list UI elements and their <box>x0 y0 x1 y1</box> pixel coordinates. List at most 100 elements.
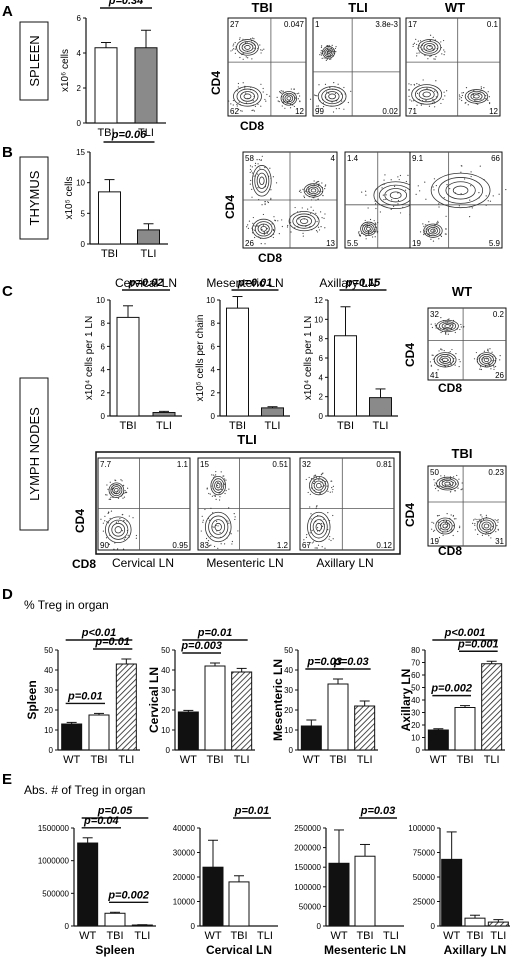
flow-title-tli: TLI <box>348 0 368 15</box>
x-tick-label: TBI <box>90 754 107 766</box>
bar-tli <box>354 705 376 751</box>
y-tick-label: 4 <box>77 49 82 58</box>
bar-wt <box>202 866 224 927</box>
p-value-label: p=0.34 <box>108 0 144 7</box>
ln-label-cervical: Cervical LN <box>112 556 174 570</box>
axis-cd4-ln-tli: CD4 <box>73 509 87 533</box>
y-axis-label: Spleen <box>25 680 39 719</box>
y-tick-label: 8 <box>319 335 324 344</box>
contour <box>438 321 457 331</box>
panel-d-title: % Treg in organ <box>24 598 109 612</box>
bar-tbi <box>464 917 486 927</box>
contour <box>204 511 232 543</box>
contour <box>110 484 123 497</box>
y-tick-label: 10 <box>44 726 53 735</box>
bar-wt <box>441 858 463 927</box>
flow-plot-ln-tbi: 50 0.23 19 31 <box>427 465 507 547</box>
y-tick-label: 30 <box>284 686 293 695</box>
quadrant-value: 58 <box>245 154 254 163</box>
bar-tli <box>231 671 253 751</box>
contour <box>411 84 443 105</box>
contour <box>423 43 436 52</box>
contour <box>315 522 323 532</box>
bar-tbi <box>334 335 357 417</box>
axis-cd4-spleen: CD4 <box>209 71 223 95</box>
quadrant-value: 0.1 <box>487 20 499 29</box>
contour <box>440 521 451 531</box>
y-tick-label: 25000 <box>413 898 436 907</box>
quadrant-value: 5.9 <box>489 239 501 248</box>
contour <box>280 91 298 106</box>
contour <box>108 519 129 540</box>
p-value-label: p=0.01 <box>237 277 273 289</box>
contour <box>292 213 316 229</box>
y-tick-label: 40 <box>411 696 420 705</box>
flow-frame <box>405 17 501 117</box>
contour <box>214 522 222 532</box>
contour <box>308 186 319 195</box>
quadrant-value: 12 <box>489 107 498 116</box>
y-tick-label: 75000 <box>413 849 436 858</box>
p-value-label: p=0.02 <box>128 277 164 289</box>
bar-tbi <box>98 191 121 245</box>
contour <box>313 480 324 491</box>
y-tick-label: 6 <box>211 342 216 351</box>
bar-tbi <box>327 683 349 751</box>
contour <box>284 94 294 103</box>
x-tick-label: WT <box>330 930 347 942</box>
x-axis-label: Mesenteric LN <box>324 943 406 957</box>
contour <box>241 43 254 52</box>
contour <box>439 355 452 364</box>
p-value-label: p=0.01 <box>94 636 130 648</box>
bar-tli <box>137 229 160 245</box>
quadrant-value: 83 <box>200 541 209 550</box>
contour <box>470 92 483 101</box>
contour <box>251 218 276 239</box>
contour <box>210 475 227 496</box>
contour <box>325 48 333 56</box>
quadrant-value: 0.81 <box>376 460 392 469</box>
quadrant-value: 71 <box>408 107 417 116</box>
axis-cd8-ln-wt: CD8 <box>438 381 462 395</box>
y-tick-label: 2 <box>319 393 324 402</box>
contour <box>240 91 255 102</box>
x-tick-label: TLI <box>265 420 281 432</box>
contour <box>254 221 273 237</box>
flow-frame <box>427 465 507 547</box>
flow-plot-spleen-wt: 17 0.1 71 12 <box>405 17 501 117</box>
p-value-label: p=0.03 <box>306 656 342 668</box>
contour <box>286 96 292 101</box>
y-axis-label: x10⁶ cells <box>60 49 71 92</box>
x-tick-label: WT <box>63 754 80 766</box>
x-tick-label: TLI <box>383 930 399 942</box>
y-tick-label: 10 <box>284 726 293 735</box>
y-tick-label: 10 <box>314 315 323 324</box>
contour <box>444 324 451 328</box>
contour <box>436 354 454 366</box>
p-value-label: p=0.01 <box>234 805 270 817</box>
contour <box>441 322 454 330</box>
y-tick-label: 20 <box>284 706 293 715</box>
contour <box>422 91 431 98</box>
contour <box>256 172 267 189</box>
y-tick-label: 0 <box>101 412 106 421</box>
contour <box>430 172 491 209</box>
bar-chart-c2: 0 2 4 6 8 10 TBI TLI x10⁵ cells per chain p=0.01 <box>195 277 290 432</box>
bar-tbi <box>204 665 226 751</box>
quadrant-value: 0.02 <box>382 107 398 116</box>
y-tick-label: 2 <box>211 389 216 398</box>
contour <box>426 45 433 50</box>
quadrant-value: 0.047 <box>284 20 305 29</box>
contour <box>479 519 494 533</box>
panel-letter-e: E <box>2 771 12 788</box>
y-tick-label: 20 <box>161 706 170 715</box>
y-tick-label: 30 <box>161 686 170 695</box>
quadrant-value: 32 <box>430 310 439 319</box>
x-tick-label: TBI <box>356 930 373 942</box>
ln-label-axillary: Axillary LN <box>316 556 373 570</box>
contour <box>104 516 132 544</box>
bar-tbi <box>88 714 110 751</box>
axis-cd8-spleen: CD8 <box>240 119 264 133</box>
